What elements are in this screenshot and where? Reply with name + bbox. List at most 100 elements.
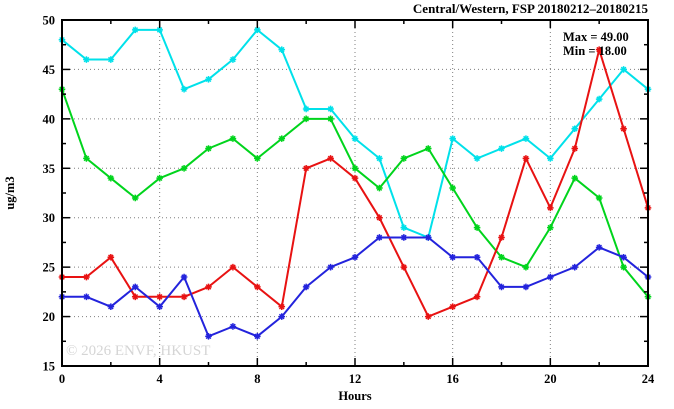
data-point-marker	[131, 283, 139, 291]
y-axis-label: ug/m3	[3, 176, 17, 209]
data-point-marker	[595, 95, 603, 103]
data-point-marker	[547, 224, 554, 231]
data-point-marker	[620, 66, 627, 73]
data-point-marker	[449, 184, 456, 192]
data-point-marker	[131, 26, 139, 34]
data-point-marker	[83, 56, 90, 63]
watermark: © 2026 ENVF, HKUST	[66, 343, 210, 359]
data-point-marker	[302, 105, 310, 113]
data-point-marker	[156, 26, 163, 34]
data-point-marker	[156, 303, 163, 310]
data-point-marker	[498, 145, 505, 152]
data-point-marker	[571, 145, 579, 152]
data-point-marker	[595, 194, 603, 202]
data-point-marker	[229, 263, 237, 271]
data-point-marker	[205, 283, 212, 291]
data-point-marker	[302, 283, 310, 291]
data-point-marker	[571, 263, 579, 271]
series-layer	[58, 26, 652, 340]
data-point-marker	[180, 273, 188, 281]
tick-layer	[61, 19, 649, 367]
series-markers-blue-series	[58, 234, 652, 340]
tick-label-layer: 15 20 25 30 35 40 45 50 0 4 8 12 16 20 24	[43, 14, 656, 387]
data-point-marker	[498, 283, 505, 291]
data-point-marker	[156, 174, 163, 182]
data-point-marker	[547, 155, 554, 162]
data-point-marker	[620, 263, 627, 271]
data-point-marker	[180, 293, 188, 301]
x-tick-label: 24	[642, 372, 655, 386]
data-point-marker	[83, 155, 90, 162]
y-tick-label: 25	[43, 261, 56, 275]
data-point-marker	[498, 253, 505, 261]
data-point-marker	[400, 224, 408, 231]
data-point-marker	[571, 125, 579, 133]
data-point-marker	[473, 224, 481, 231]
data-point-marker	[498, 234, 505, 241]
series-markers-red-series	[58, 46, 652, 320]
data-point-marker	[302, 164, 310, 172]
data-point-marker	[400, 234, 408, 241]
data-point-marker	[107, 174, 115, 182]
data-point-marker	[424, 313, 432, 320]
data-point-marker	[547, 204, 554, 212]
data-point-marker	[254, 283, 261, 291]
data-point-marker	[424, 234, 432, 241]
data-point-marker	[180, 85, 188, 93]
data-point-marker	[620, 253, 627, 261]
data-point-marker	[131, 194, 139, 202]
data-point-marker	[595, 244, 603, 251]
data-point-marker	[351, 164, 359, 172]
data-point-marker	[205, 76, 212, 83]
data-point-marker	[327, 105, 334, 113]
data-point-marker	[205, 145, 212, 152]
data-point-marker	[473, 253, 481, 261]
x-tick-label: 8	[254, 372, 260, 386]
data-point-marker	[620, 125, 627, 133]
data-point-marker	[522, 135, 530, 142]
data-point-marker	[400, 263, 408, 271]
x-tick-label: 20	[544, 372, 557, 386]
data-point-marker	[107, 253, 115, 261]
data-point-marker	[473, 155, 481, 162]
data-point-marker	[376, 184, 383, 192]
data-point-marker	[424, 145, 432, 152]
data-point-marker	[376, 234, 383, 241]
data-point-marker	[595, 46, 603, 53]
data-point-marker	[400, 155, 408, 162]
data-point-marker	[278, 46, 286, 53]
data-point-marker	[449, 135, 456, 142]
data-point-marker	[205, 333, 212, 340]
data-point-marker	[327, 155, 334, 162]
data-point-marker	[449, 303, 456, 310]
data-point-marker	[351, 135, 359, 142]
data-point-marker	[547, 273, 554, 281]
y-tick-label: 20	[43, 310, 56, 324]
data-point-marker	[278, 135, 286, 142]
data-point-marker	[522, 283, 530, 291]
data-point-marker	[229, 135, 237, 142]
x-tick-label: 12	[349, 372, 362, 386]
y-tick-label: 45	[43, 63, 56, 77]
data-point-marker	[107, 56, 115, 63]
data-point-marker	[571, 174, 579, 182]
y-tick-label: 35	[43, 162, 56, 176]
data-point-marker	[473, 293, 481, 301]
data-point-marker	[522, 263, 530, 271]
data-point-marker	[351, 174, 359, 182]
series-markers-cyan-series	[58, 26, 652, 241]
data-point-marker	[83, 293, 90, 301]
min-annotation: Min = 18.00	[563, 44, 627, 58]
data-point-marker	[83, 273, 90, 281]
data-point-marker	[254, 155, 261, 162]
y-tick-label: 15	[43, 360, 56, 374]
data-point-marker	[449, 253, 456, 261]
data-point-marker	[376, 155, 383, 162]
data-point-marker	[327, 115, 334, 123]
x-tick-label: 16	[446, 372, 459, 386]
max-annotation: Max = 49.00	[563, 30, 629, 44]
data-point-marker	[131, 293, 139, 301]
data-point-marker	[254, 26, 261, 34]
